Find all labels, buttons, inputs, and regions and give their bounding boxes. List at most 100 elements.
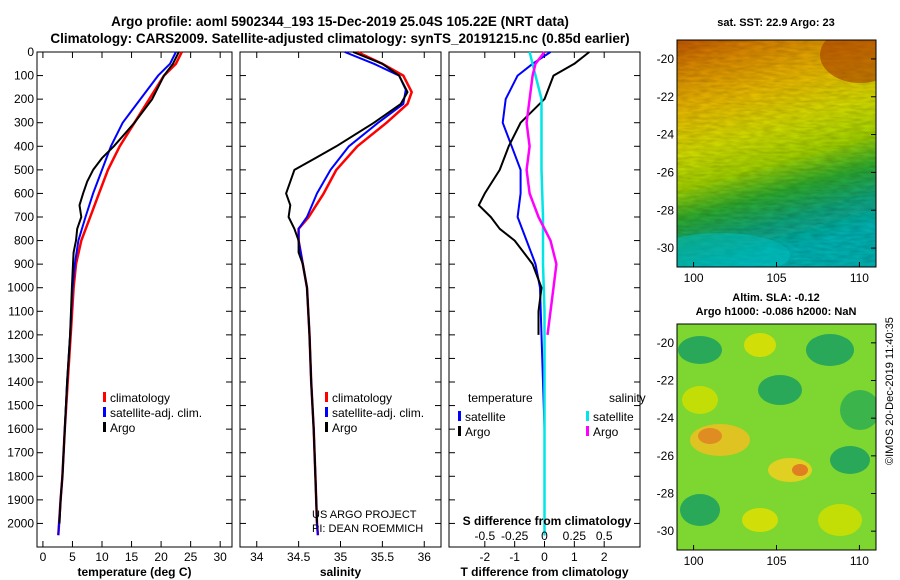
legend-swatch (325, 422, 328, 432)
y-tick-label: 600 (14, 186, 34, 200)
s-tick-label: -0.5 (474, 529, 495, 543)
x-tick-label: 20 (154, 550, 168, 564)
y-tick-label: 300 (14, 116, 34, 130)
x-tick-label: 36 (418, 550, 432, 564)
pi-credit: PI: DEAN ROEMMICH (312, 523, 423, 535)
y-tick-label: 1300 (7, 351, 34, 365)
map-y-tick-label: -22 (657, 90, 675, 104)
legend-salinity-title: salinity (609, 391, 646, 405)
x-tick-label: -2 (479, 550, 490, 564)
legend-label: Argo (110, 421, 136, 435)
legend-label: climatology (332, 391, 392, 405)
x-tick-label: 30 (214, 550, 228, 564)
project-credit: US ARGO PROJECT (312, 509, 417, 521)
legend-label: satellite-adj. clim. (332, 406, 424, 420)
legend-swatch (103, 407, 106, 417)
map-y-tick-label: -24 (657, 411, 675, 425)
legend-label: satellite-adj. clim. (110, 406, 202, 420)
x-tick-label: 0 (40, 550, 47, 564)
x-axis-label: salinity (320, 565, 362, 579)
map-y-tick-label: -26 (657, 165, 675, 179)
y-tick-label: 0 (27, 45, 34, 59)
map-y-tick-label: -22 (657, 374, 675, 388)
x-tick-label: 5 (69, 550, 76, 564)
s-difference-label: S difference from climatology (463, 514, 632, 528)
legend-swatch (103, 422, 106, 432)
x-tick-label: 34 (250, 550, 264, 564)
sst-map: sat. SST: 22.9 Argo: 23 100 105 110 -20 -22 -… (657, 17, 877, 285)
series-line-temperature-satellite (501, 51, 552, 536)
legend-swatch (586, 426, 589, 436)
legend-swatch (325, 407, 328, 417)
sla-map-subtitle: Argo h1000: -0.086 h2000: NaN (696, 306, 857, 318)
map-x-tick-label: 105 (766, 554, 786, 568)
map-y-tick-label: -24 (657, 128, 675, 142)
map-x-tick-label: 110 (850, 554, 869, 568)
sla-map: Altim. SLA: -0.12 Argo h1000: -0.086 h20… (657, 292, 877, 568)
legend-label: satellite (593, 410, 634, 424)
series-line-argo (285, 51, 409, 524)
series-line-satellite-adj-clim- (57, 51, 177, 536)
y-tick-label: 1700 (7, 446, 34, 460)
series-line-salinity-argo (525, 51, 558, 336)
plot-frame (239, 51, 442, 548)
map-y-tick-label: -30 (657, 524, 675, 538)
y-tick-label: 900 (14, 257, 34, 271)
y-tick-label: 500 (14, 163, 34, 177)
x-tick-label: 2 (601, 550, 608, 564)
map-x-tick-label: 110 (850, 271, 869, 285)
map-y-tick-label: -20 (657, 52, 675, 66)
y-tick-label: 1400 (7, 375, 34, 389)
legend-swatch (325, 392, 328, 402)
y-tick-label: 1600 (7, 422, 34, 436)
legend-temperature-title: temperature (468, 391, 533, 405)
y-tick-label: 1000 (7, 281, 34, 295)
y-tick-label: 2000 (7, 516, 34, 530)
y-tick-label: 700 (14, 210, 34, 224)
x-axis-label: T difference from climatology (460, 565, 628, 579)
x-tick-label: 1 (571, 550, 578, 564)
x-tick-label: -1 (509, 550, 520, 564)
map-y-tick-label: -28 (657, 487, 675, 501)
x-axis-label: temperature (deg C) (77, 565, 191, 579)
s-tick-label: 0.25 (563, 529, 587, 543)
map-x-tick-label: 100 (684, 271, 704, 285)
sst-map-title: sat. SST: 22.9 Argo: 23 (717, 17, 835, 29)
y-tick-label: 100 (14, 69, 34, 83)
map-y-tick-label: -30 (657, 241, 675, 255)
s-tick-label: 0 (541, 529, 548, 543)
imos-timestamp: ©IMOS 20-Dec-2019 11:40:35 (884, 317, 896, 465)
series-line-climatology (57, 51, 183, 536)
y-tick-label: 1800 (7, 469, 34, 483)
x-tick-label: 15 (125, 550, 139, 564)
legend-label: climatology (110, 391, 170, 405)
plot-frame (36, 51, 233, 548)
y-tick-label: 1100 (8, 304, 34, 318)
x-tick-label: 35 (334, 550, 348, 564)
legend-label: satellite (465, 410, 506, 424)
y-tick-label: 400 (14, 139, 34, 153)
difference-panel: -2 -1 0 1 2T difference from climatology temp… (448, 51, 646, 579)
s-tick-label: -0.25 (501, 529, 529, 543)
sst-warm-patch (820, 40, 876, 83)
x-tick-label: 0 (541, 550, 548, 564)
y-tick-label: 1500 (7, 399, 34, 413)
x-tick-label: 34.5 (287, 550, 311, 564)
x-tick-label: 10 (95, 550, 109, 564)
s-tick-label: 0.5 (596, 529, 613, 543)
sst-cool-patch (677, 233, 790, 267)
series-line-salinity-satellite (528, 51, 546, 536)
legend-swatch (103, 392, 106, 402)
legend-swatch (586, 411, 589, 421)
map-x-tick-label: 105 (766, 271, 786, 285)
header-line1: Argo profile: aoml 5902344_193 15-Dec-20… (111, 14, 569, 29)
legend-swatch (458, 426, 461, 436)
sla-map-title: Altim. SLA: -0.12 (732, 292, 819, 304)
map-x-tick-label: 100 (684, 554, 704, 568)
map-y-tick-label: -20 (657, 336, 675, 350)
header-line2: Climatology: CARS2009. Satellite-adjuste… (50, 31, 629, 46)
series-line-temperature-argo (477, 51, 590, 335)
y-tick-label: 1900 (7, 493, 34, 507)
y-tick-label: 1200 (7, 328, 34, 342)
